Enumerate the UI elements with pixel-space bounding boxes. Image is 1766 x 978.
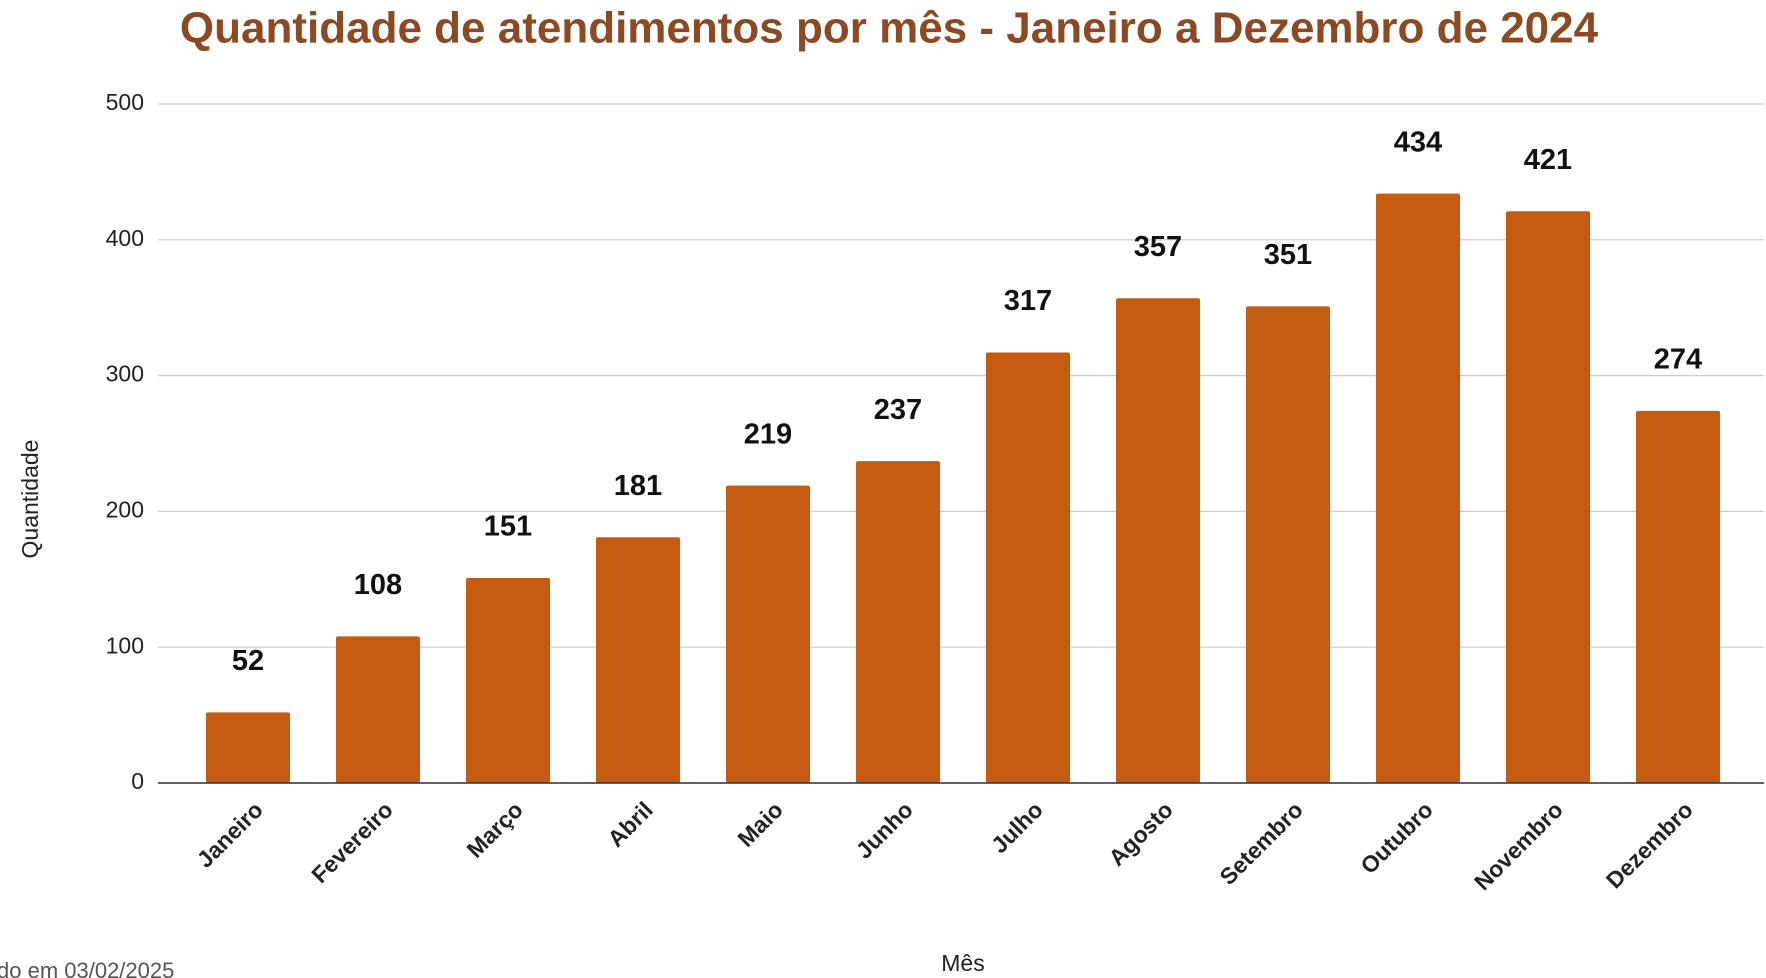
y-tick-label: 0 bbox=[131, 768, 144, 794]
data-label: 357 bbox=[1134, 231, 1182, 263]
bar bbox=[1636, 410, 1720, 783]
x-tick-label: Setembro bbox=[1214, 796, 1307, 889]
data-label: 421 bbox=[1524, 144, 1572, 176]
y-tick-label: 100 bbox=[106, 632, 144, 658]
data-label: 351 bbox=[1264, 239, 1312, 271]
x-tick-label: Junho bbox=[851, 796, 918, 863]
data-label: 237 bbox=[874, 394, 922, 426]
bar bbox=[726, 485, 810, 783]
bar bbox=[1506, 211, 1590, 784]
chart-title: Quantidade de atendimentos por mês - Jan… bbox=[180, 4, 1599, 53]
bar bbox=[986, 352, 1070, 783]
y-tick-label: 200 bbox=[106, 496, 144, 522]
bar bbox=[1246, 306, 1330, 783]
y-axis-label: Quantidade bbox=[17, 440, 43, 559]
data-label: 434 bbox=[1394, 126, 1442, 158]
x-tick-label: Janeiro bbox=[192, 796, 268, 872]
y-tick-label: 300 bbox=[106, 361, 144, 387]
x-tick-label: Outubro bbox=[1355, 796, 1438, 879]
y-tick-label: 400 bbox=[106, 225, 144, 251]
bar bbox=[1376, 193, 1460, 784]
x-tick-label: Dezembro bbox=[1601, 796, 1698, 893]
x-tick-label: Novembro bbox=[1469, 796, 1568, 895]
bar bbox=[206, 712, 290, 783]
x-axis-label: Mês bbox=[941, 950, 984, 976]
data-label: 317 bbox=[1004, 285, 1052, 317]
bar bbox=[336, 636, 420, 783]
x-tick-label: Fevereiro bbox=[306, 796, 398, 888]
data-label: 274 bbox=[1654, 344, 1702, 376]
x-tick-label: Abril bbox=[602, 796, 657, 851]
data-label: 219 bbox=[744, 418, 792, 450]
x-tick-label: Março bbox=[462, 796, 528, 862]
data-label: 151 bbox=[484, 511, 532, 543]
data-label: 181 bbox=[614, 470, 662, 502]
x-tick-label: Agosto bbox=[1103, 796, 1177, 870]
footnote: do em 03/02/2025 bbox=[0, 958, 174, 978]
bar bbox=[1116, 298, 1200, 783]
data-label: 52 bbox=[232, 645, 264, 677]
bar bbox=[466, 577, 550, 783]
bar bbox=[856, 461, 940, 783]
x-tick-label: Maio bbox=[732, 796, 787, 851]
x-tick-label: Julho bbox=[986, 796, 1048, 858]
data-label: 108 bbox=[354, 569, 402, 601]
bar bbox=[596, 537, 680, 783]
y-tick-label: 500 bbox=[106, 89, 144, 115]
